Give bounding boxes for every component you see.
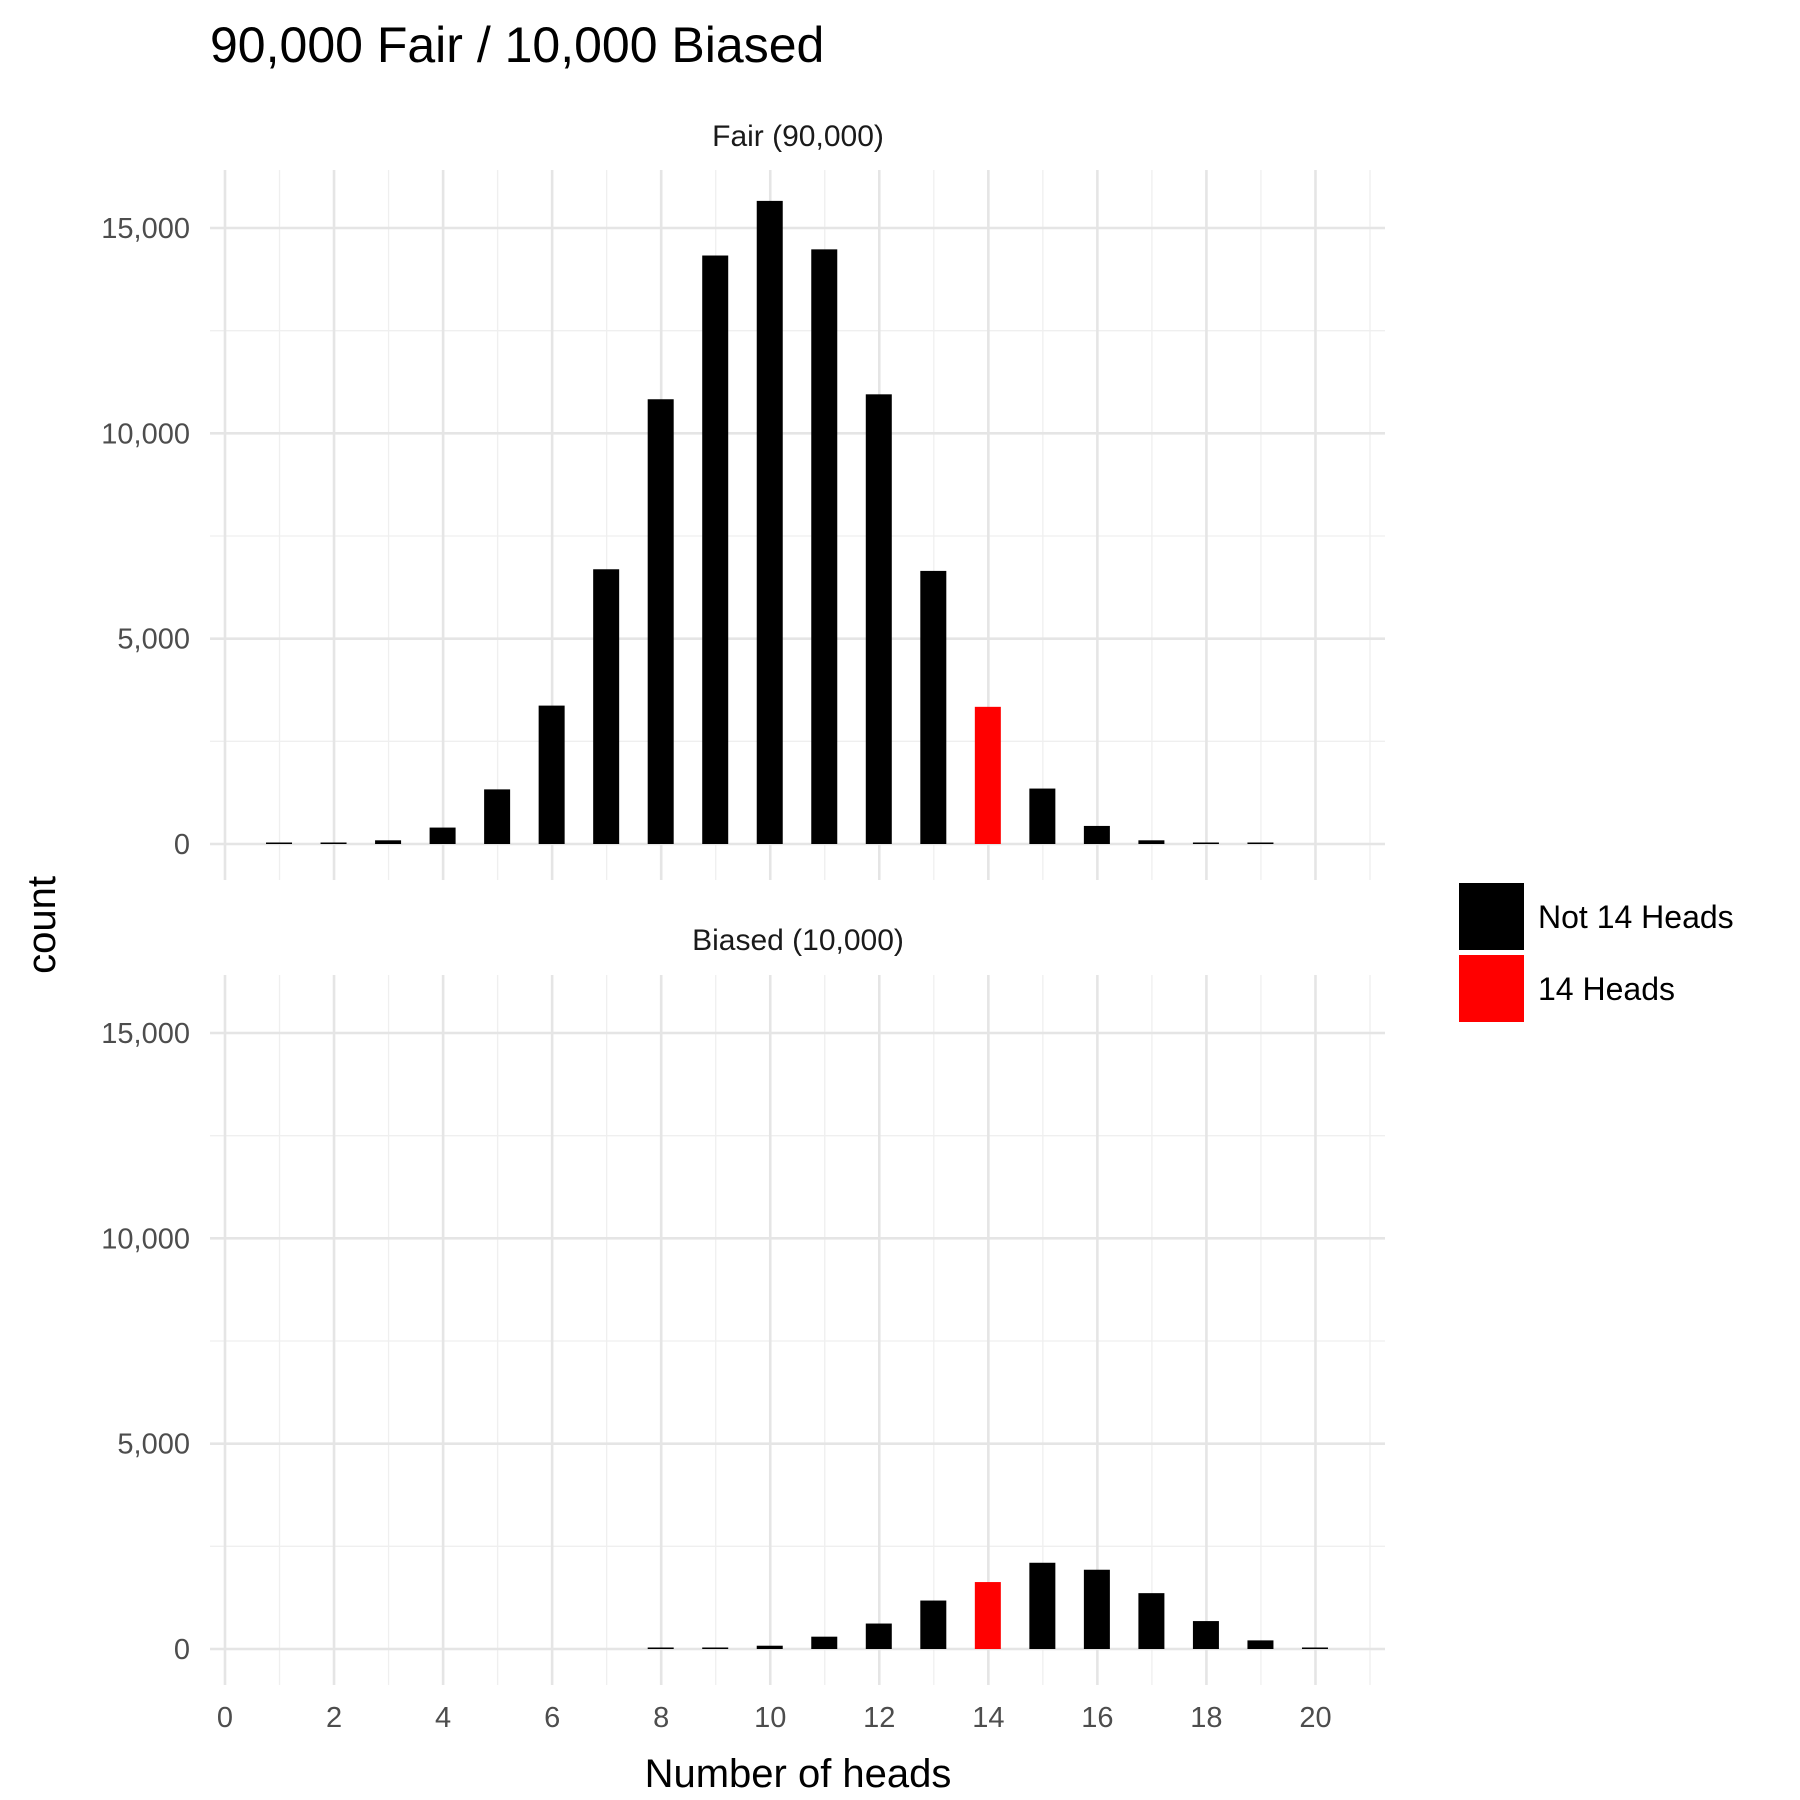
bar: [811, 249, 838, 844]
legend-key-14-heads: [1459, 955, 1524, 1022]
panel-biased-bars: [647, 1562, 1328, 1649]
bar: [1247, 1640, 1274, 1649]
x-tick-label: 2: [326, 1702, 342, 1734]
bar: [1083, 1569, 1110, 1649]
panel-biased-grid: [210, 975, 1385, 1685]
bar: [756, 200, 783, 844]
x-tick-label: 10: [754, 1702, 786, 1734]
x-axis-title: Number of heads: [645, 1752, 952, 1796]
bar: [920, 1600, 947, 1649]
x-tick-label: 8: [653, 1702, 669, 1734]
legend-label-not-14-heads: Not 14 Heads: [1538, 899, 1734, 935]
chart-title: 90,000 Fair / 10,000 Biased: [210, 17, 824, 73]
bar: [647, 399, 674, 844]
bar: [1138, 1593, 1165, 1649]
bar: [1083, 825, 1110, 844]
panel-fair-bars: [266, 200, 1274, 845]
bar: [1192, 1621, 1219, 1649]
legend-key-not-14-heads: [1459, 883, 1524, 950]
bar: [266, 842, 293, 844]
y-tick-label: 5,000: [117, 1429, 190, 1461]
x-tick-label: 0: [217, 1702, 233, 1734]
bar: [702, 1647, 729, 1649]
panel-fair-y-tick-labels: 0 5,000 10,000 15,000: [101, 213, 190, 861]
bar: [320, 842, 347, 844]
bar: [538, 705, 565, 844]
x-tick-labels: 0 2 4 6 8 10 12 14 16 18 20: [217, 1702, 1332, 1734]
bar: [974, 706, 1001, 844]
x-tick-label: 6: [544, 1702, 560, 1734]
bar: [375, 840, 402, 844]
x-tick-label: 14: [972, 1702, 1004, 1734]
y-axis-title: count: [20, 876, 64, 974]
bar: [1247, 842, 1274, 844]
panel-fair-grid: [210, 170, 1385, 880]
bar: [1301, 1647, 1328, 1649]
x-tick-label: 12: [863, 1702, 895, 1734]
bar: [811, 1636, 838, 1649]
bar: [920, 570, 947, 844]
bar: [865, 394, 892, 844]
bar: [593, 569, 620, 844]
panel-fair-strip-label: Fair (90,000): [712, 120, 884, 153]
x-tick-label: 18: [1190, 1702, 1222, 1734]
legend: Not 14 Heads 14 Heads: [1459, 883, 1734, 1022]
bar: [1029, 788, 1056, 844]
y-tick-label: 5,000: [117, 624, 190, 656]
bar: [429, 827, 456, 844]
y-tick-label: 15,000: [101, 1018, 190, 1050]
y-tick-label: 0: [174, 1634, 190, 1666]
x-tick-label: 4: [435, 1702, 451, 1734]
bar: [647, 1647, 674, 1649]
panel-biased-strip-label: Biased (10,000): [692, 924, 904, 957]
bar: [484, 789, 511, 844]
y-tick-label: 15,000: [101, 213, 190, 245]
bar: [865, 1623, 892, 1649]
y-tick-label: 10,000: [101, 1223, 190, 1255]
x-tick-label: 16: [1081, 1702, 1113, 1734]
bar: [756, 1645, 783, 1649]
bar: [974, 1582, 1001, 1649]
panel-biased: Biased (10,000) 0 5,000 10,000 15,000: [101, 924, 1385, 1685]
legend-label-14-heads: 14 Heads: [1538, 971, 1675, 1007]
bar: [1138, 840, 1165, 844]
panel-fair: Fair (90,000) 0 5,000 10,000 15,000: [101, 120, 1385, 880]
bar: [702, 255, 729, 845]
y-tick-label: 0: [174, 829, 190, 861]
bar: [1029, 1562, 1056, 1649]
y-tick-label: 10,000: [101, 418, 190, 450]
bar: [1192, 842, 1219, 844]
panel-biased-y-tick-labels: 0 5,000 10,000 15,000: [101, 1018, 190, 1666]
x-tick-label: 20: [1299, 1702, 1331, 1734]
